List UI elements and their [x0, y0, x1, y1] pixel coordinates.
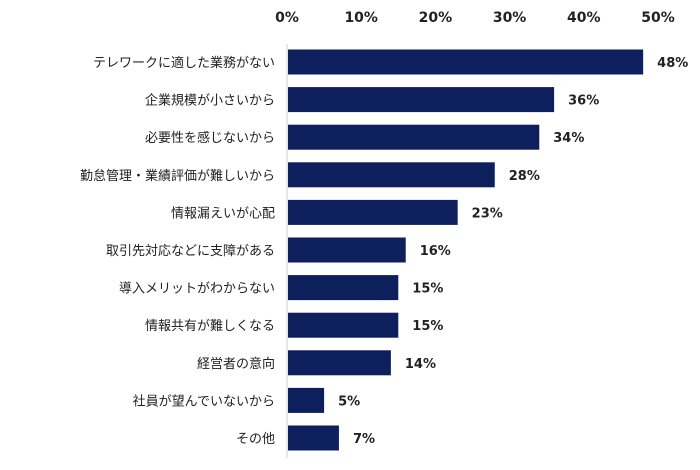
category-labels: テレワークに適した業務がない企業規模が小さいから必要性を感じないから勤怠管理・業… [80, 55, 275, 447]
value-label: 5% [338, 394, 360, 409]
x-tick-label: 10% [344, 10, 378, 26]
value-label: 34% [553, 131, 584, 146]
category-label: 導入メリットがわからない [119, 282, 275, 297]
value-label: 36% [568, 94, 599, 109]
value-label: 23% [472, 206, 503, 221]
x-tick-label: 20% [419, 10, 453, 26]
value-label: 15% [412, 282, 443, 297]
value-label: 16% [420, 244, 451, 259]
bar [288, 425, 339, 451]
x-tick-label: 30% [493, 10, 527, 26]
bars [288, 49, 644, 451]
x-tick-label: 40% [567, 10, 601, 26]
category-label: 企業規模が小さいから [145, 93, 275, 109]
value-label: 14% [405, 357, 436, 372]
bar [288, 87, 555, 113]
bar [288, 275, 399, 301]
bar [288, 49, 644, 75]
category-label: 社員が望んでいないから [133, 393, 275, 409]
category-label: 情報漏えいが心配 [171, 205, 275, 221]
bar [288, 199, 458, 225]
bar [288, 387, 325, 413]
category-label: 情報共有が難しくなる [145, 319, 275, 334]
category-label: 必要性を感じないから [145, 130, 275, 146]
bar [288, 312, 399, 338]
value-label: 7% [353, 432, 375, 447]
bar [288, 124, 540, 150]
value-label: 28% [509, 169, 540, 184]
value-label: 48% [657, 56, 688, 71]
bar [288, 237, 406, 263]
bar [288, 350, 391, 376]
category-label: 経営者の意向 [197, 356, 275, 372]
bar [288, 162, 495, 188]
category-label: テレワークに適した業務がない [93, 55, 275, 71]
x-tick-label: 50% [641, 10, 675, 26]
value-label: 15% [412, 319, 443, 334]
x-axis-tick-labels: 0% 10% 20% 30% 40% 50% [275, 10, 675, 26]
category-label: その他 [236, 432, 275, 447]
category-label: 勤怠管理・業績評価が難しいから [80, 168, 275, 184]
x-tick-label: 0% [275, 10, 299, 26]
category-label: 取引先対応などに支障がある [106, 244, 275, 259]
value-labels: 48% 36% 34% 28% 23% 16% 15% 15% 14% 5% 7% [338, 56, 688, 447]
